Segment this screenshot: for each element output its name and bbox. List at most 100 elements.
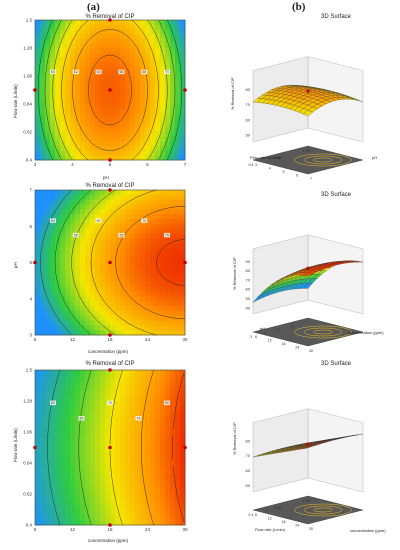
design-point	[108, 88, 112, 92]
z-tick-label: 60	[246, 117, 251, 122]
x-tick-label: 18	[107, 527, 113, 532]
contour-value-label: 60	[51, 70, 55, 74]
contour-xlabel-3: concentration (ppm)	[88, 538, 129, 543]
contour-value-label: 75	[165, 233, 169, 237]
panel-label-b: (b)	[292, 1, 306, 13]
y-tick-label: 24	[295, 346, 299, 350]
x-tick-label: 30	[182, 337, 188, 342]
x-tick-label: 12	[70, 527, 76, 532]
contour-line-60	[37, 19, 183, 161]
panel-label-a: (a)	[87, 1, 100, 13]
surface-xlabel-3: Flow rate (L/min)	[255, 527, 286, 532]
contour-label-bg	[164, 69, 170, 75]
contour-value-label: 50	[51, 219, 55, 223]
floor-contour-line	[313, 507, 333, 513]
contour-value-label: 70	[142, 219, 146, 223]
x-tick-label: 7	[184, 162, 187, 167]
contour-line-62	[44, 19, 176, 161]
contour-value-label: 70	[165, 70, 169, 74]
contour-chart-1: 3 4 5 6 7 0.4 0.62 0.84 1.06 1.28 1.5 60 62 64 66 68 70	[23, 18, 187, 167]
floor-contour-plane	[252, 145, 364, 175]
y-tick-label: 1.5	[26, 18, 33, 23]
contour-line-66	[61, 19, 159, 161]
z-tick-label: 70	[246, 102, 251, 107]
contour-xlabel-1: pH	[103, 175, 109, 180]
floor-contour-line	[313, 157, 333, 163]
design-point	[108, 523, 112, 527]
surface-xlabel-1: Flow rate (L/min)	[250, 155, 281, 160]
design-point	[108, 18, 112, 22]
y-tick-label: 6	[255, 335, 257, 339]
contour-value-label: 68	[142, 70, 146, 74]
design-point	[306, 89, 310, 93]
x-tick-label: 5	[278, 328, 280, 332]
contour-label-bg	[50, 218, 56, 223]
contour-value-label: 65	[119, 233, 123, 237]
contour-label-bg	[135, 416, 142, 421]
floor-contour-line	[313, 329, 333, 335]
contour-line-75	[141, 369, 154, 526]
contour-value-label: 65	[80, 417, 84, 421]
contour-line-60	[47, 369, 61, 526]
y-tick-label: 18	[282, 342, 286, 346]
x-tick-label: 4	[264, 332, 266, 336]
x-tick-label: 1.28	[303, 499, 310, 503]
design-point	[183, 88, 187, 92]
y-tick-label: 0.62	[23, 130, 32, 135]
surface-ylabel-1: pH	[372, 155, 378, 160]
contour-label-bg	[141, 69, 148, 75]
contour-line-80	[172, 373, 185, 522]
design-point	[108, 260, 112, 265]
floor-contour-plane	[252, 495, 364, 525]
contour-line-70	[115, 206, 185, 319]
contour-label-bg	[50, 69, 56, 75]
y-tick-label: 6	[255, 513, 257, 517]
contour-value-label: 75	[137, 417, 141, 421]
contour-line-65	[78, 369, 92, 526]
contour-label-bg	[78, 416, 85, 421]
x-tick-label: 0.4	[249, 163, 254, 167]
contour-line-64	[52, 19, 168, 161]
contour-chart-3: 6 12 18 24 30 0.4 0.62 0.84 1.06 1.28 1.5 60 65 70 75 8…	[23, 368, 188, 533]
contour-label-bg	[118, 232, 125, 238]
design-point	[108, 333, 112, 337]
y-tick-label: 0.62	[23, 492, 32, 497]
x-tick-label: 24	[145, 527, 151, 532]
x-tick-label: 30	[182, 527, 188, 532]
contour-label-bg	[95, 69, 102, 75]
surface-ylabel-2: concentration (ppm)	[348, 330, 384, 335]
contour-line-60	[71, 189, 116, 336]
y-tick-label: 0.4	[26, 158, 33, 163]
contour-line-55	[54, 189, 92, 336]
y-tick-label: 6	[296, 174, 298, 178]
y-tick-label: 1.06	[23, 74, 32, 79]
y-tick-label: 1.5	[26, 368, 33, 373]
z-tick-label: 60	[246, 287, 251, 292]
y-tick-label: 4	[269, 167, 271, 171]
contour-value-label: 70	[108, 401, 112, 405]
design-point	[108, 158, 112, 162]
contour-value-label: 60	[51, 401, 55, 405]
contour-value-label: 64	[97, 70, 101, 74]
y-tick-label: 6	[29, 224, 32, 229]
floor-contour-plane	[252, 317, 364, 347]
x-tick-label: 5	[109, 162, 112, 167]
y-tick-label: 1.28	[23, 399, 32, 404]
y-tick-label: 18	[282, 520, 286, 524]
contour-chart-2: 6 12 18 24 30 3 4 5 6 7 50 55 60 65 70 75	[29, 188, 188, 343]
floor-contour-line	[303, 505, 343, 515]
x-tick-label: 0.84	[275, 506, 282, 510]
contour-label-bg	[141, 218, 148, 223]
contour-title-2: % Removal of CIP	[85, 183, 135, 189]
x-tick-label: 24	[145, 337, 151, 342]
contour-line-75	[156, 239, 186, 286]
z-tick-label: 50	[246, 296, 251, 301]
floor-contour-line	[303, 327, 343, 337]
design-point	[33, 445, 37, 450]
design-point	[183, 260, 187, 265]
contour-field	[35, 20, 186, 161]
z-tick-label: 50	[246, 483, 251, 488]
design-point	[306, 442, 310, 446]
contour-value-label: 55	[74, 233, 78, 237]
contour-value-label: 66	[119, 70, 123, 74]
